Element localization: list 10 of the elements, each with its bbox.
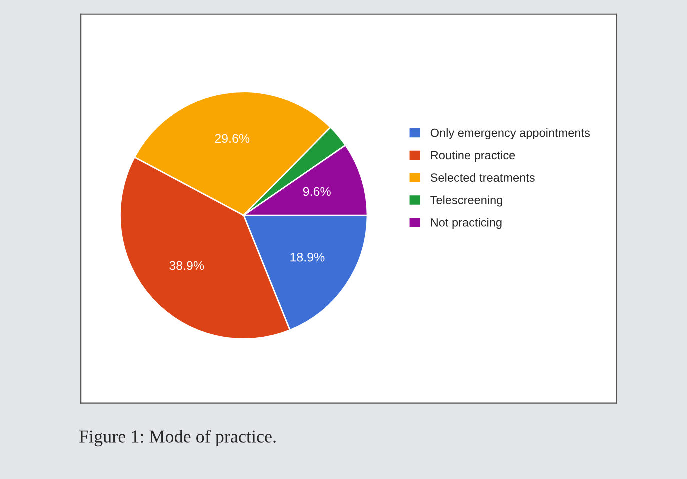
data-label: 29.6% — [215, 134, 250, 144]
data-label: 38.9% — [170, 261, 204, 270]
legend-label: Telescreening — [430, 196, 502, 207]
data-label: 9.6% — [303, 187, 331, 196]
legend-label: Not practicing — [431, 218, 502, 230]
data-label: 18.9% — [290, 252, 325, 262]
legend-label: Selected treatments — [430, 173, 535, 182]
caption: Figure 1: Mode of practice. — [80, 430, 276, 447]
legend-label: Only emergency appointments — [430, 128, 590, 140]
legend-label: Routine practice — [431, 150, 516, 162]
